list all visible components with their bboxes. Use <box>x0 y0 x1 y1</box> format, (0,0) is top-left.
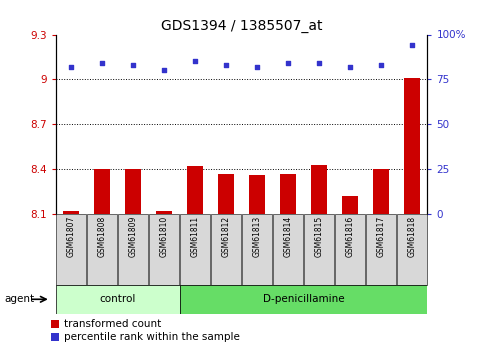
Bar <box>311 165 327 214</box>
Text: control: control <box>99 294 136 304</box>
Text: GSM61812: GSM61812 <box>222 216 230 257</box>
FancyBboxPatch shape <box>397 214 427 285</box>
Point <box>191 59 199 64</box>
Bar <box>218 174 234 214</box>
Point <box>284 60 292 66</box>
FancyBboxPatch shape <box>211 214 241 285</box>
FancyBboxPatch shape <box>87 214 117 285</box>
FancyBboxPatch shape <box>118 214 148 285</box>
FancyBboxPatch shape <box>56 214 86 285</box>
FancyBboxPatch shape <box>366 214 396 285</box>
Text: GSM61813: GSM61813 <box>253 216 261 257</box>
FancyBboxPatch shape <box>335 214 365 285</box>
FancyBboxPatch shape <box>273 214 303 285</box>
Point <box>253 64 261 70</box>
Point <box>346 64 354 70</box>
FancyBboxPatch shape <box>56 285 180 314</box>
Title: GDS1394 / 1385507_at: GDS1394 / 1385507_at <box>161 19 322 33</box>
FancyBboxPatch shape <box>180 285 427 314</box>
Point <box>160 68 168 73</box>
Text: agent: agent <box>5 294 35 304</box>
Point <box>67 64 75 70</box>
Text: GSM61810: GSM61810 <box>159 216 169 257</box>
Bar <box>249 175 265 214</box>
Text: GSM61811: GSM61811 <box>190 216 199 257</box>
Text: GSM61818: GSM61818 <box>408 216 416 257</box>
Point <box>315 60 323 66</box>
Point <box>129 62 137 68</box>
Bar <box>125 169 141 214</box>
Point <box>408 42 416 48</box>
Text: GSM61809: GSM61809 <box>128 216 138 257</box>
Point <box>98 60 106 66</box>
Bar <box>156 211 172 214</box>
Bar <box>280 174 296 214</box>
FancyBboxPatch shape <box>304 214 334 285</box>
Bar <box>342 196 358 214</box>
FancyBboxPatch shape <box>242 214 272 285</box>
Text: D-penicillamine: D-penicillamine <box>263 294 344 304</box>
Text: GSM61814: GSM61814 <box>284 216 293 257</box>
Bar <box>63 211 79 214</box>
Text: GSM61817: GSM61817 <box>376 216 385 257</box>
FancyBboxPatch shape <box>149 214 179 285</box>
Bar <box>373 169 389 214</box>
Bar <box>404 78 420 214</box>
Bar <box>187 166 203 214</box>
FancyBboxPatch shape <box>180 214 210 285</box>
Text: GSM61816: GSM61816 <box>345 216 355 257</box>
Point <box>377 62 385 68</box>
Bar <box>94 169 110 214</box>
Text: GSM61807: GSM61807 <box>67 216 75 257</box>
Point <box>222 62 230 68</box>
Text: GSM61815: GSM61815 <box>314 216 324 257</box>
Text: GSM61808: GSM61808 <box>98 216 107 257</box>
Legend: transformed count, percentile rank within the sample: transformed count, percentile rank withi… <box>51 319 240 342</box>
